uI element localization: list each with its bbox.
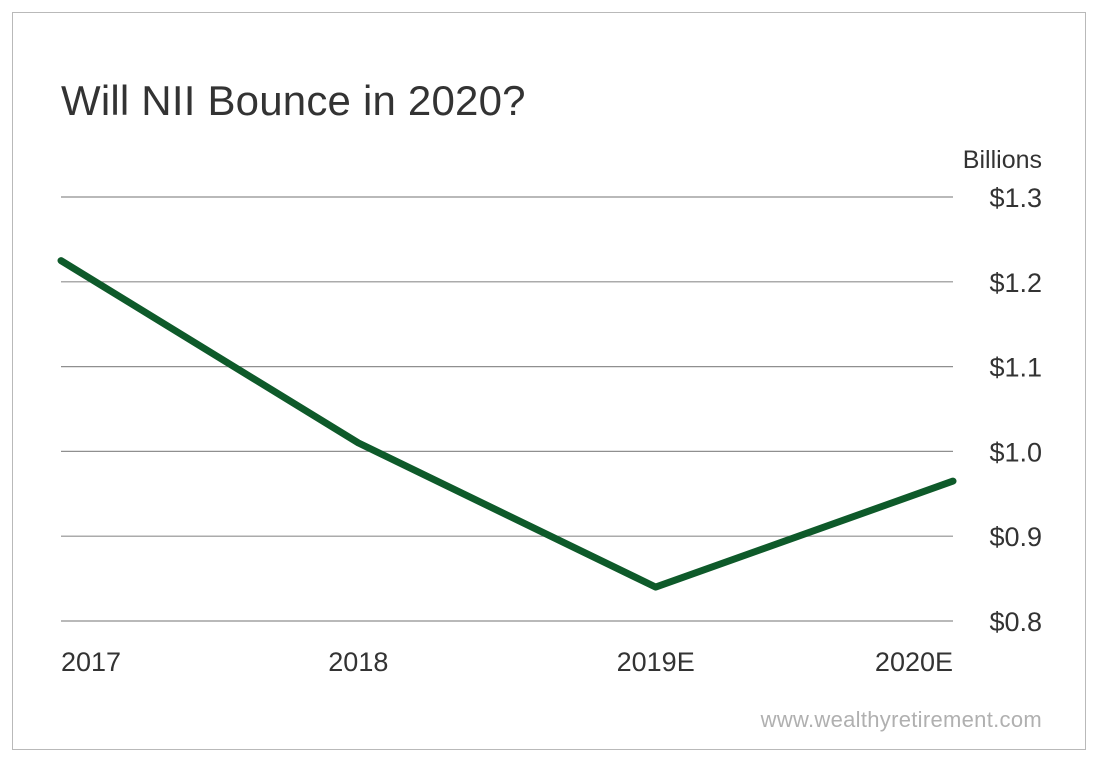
x-tick-label: 2017	[61, 647, 121, 677]
chart-title: Will NII Bounce in 2020?	[61, 77, 526, 124]
x-tick-labels: 2017 2018 2019E 2020E	[61, 647, 953, 677]
y-tick-label: $1.2	[989, 268, 1042, 298]
y-tick-label: $1.0	[989, 437, 1042, 467]
chart-frame	[12, 12, 1086, 750]
x-tick-label: 2018	[328, 647, 388, 677]
source-credit: www.wealthyretirement.com	[760, 707, 1042, 732]
y-tick-label: $1.3	[989, 183, 1042, 213]
series-line	[57, 257, 957, 591]
y-axis-unit-label: Billions	[963, 146, 1042, 174]
gridlines	[61, 196, 953, 622]
y-tick-labels: $1.3 $1.2 $1.1 $1.0 $0.9 $0.8	[989, 183, 1042, 637]
series-layer	[57, 257, 957, 591]
y-tick-label: $1.1	[989, 353, 1042, 383]
x-tick-label: 2019E	[617, 647, 695, 677]
y-tick-label: $0.9	[989, 522, 1042, 552]
x-tick-label: 2020E	[875, 647, 953, 677]
y-tick-label: $0.8	[989, 607, 1042, 637]
